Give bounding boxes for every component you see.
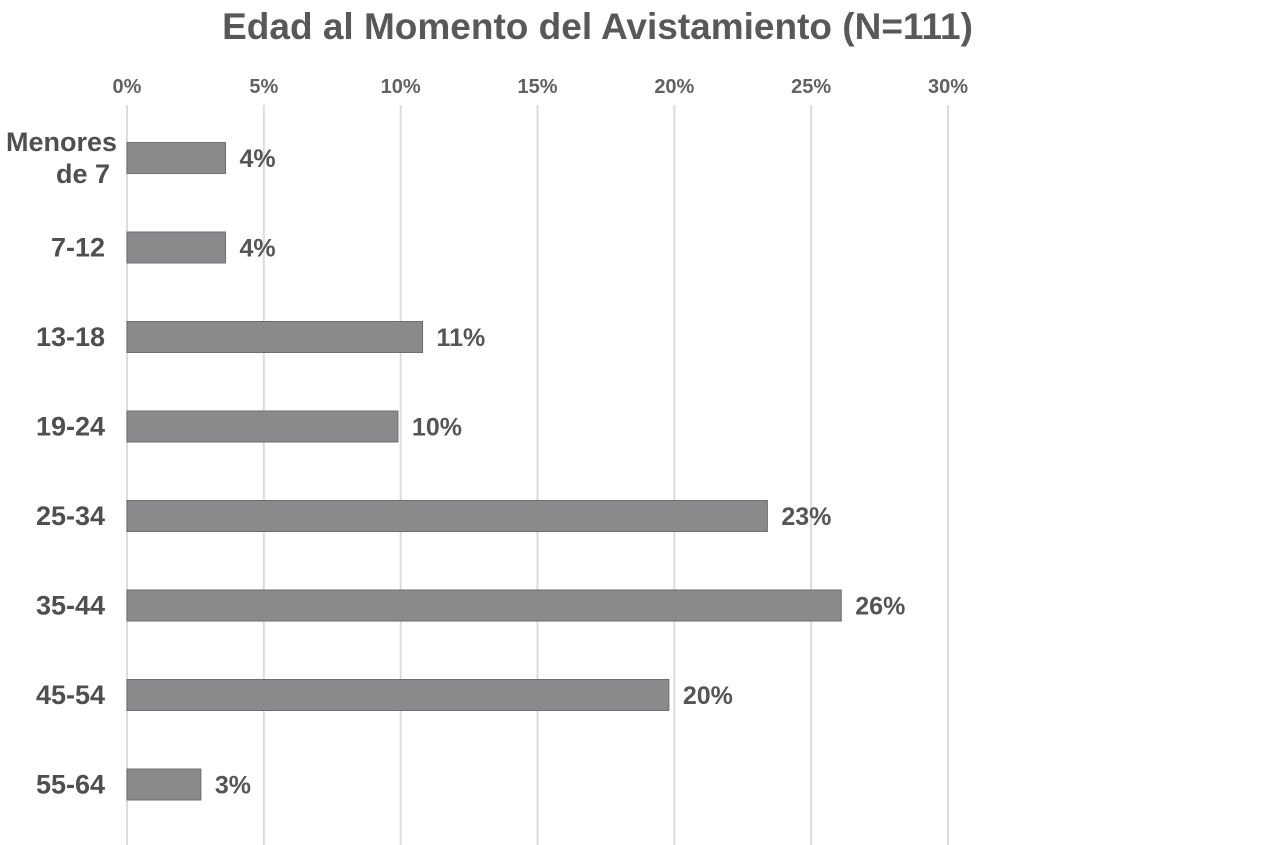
bar-2 <box>126 321 424 353</box>
bars <box>126 142 842 801</box>
chart-title: Edad al Momento del Avistamiento (N=111) <box>222 6 973 47</box>
x-tick-label-0: 0% <box>113 76 142 98</box>
x-tick-label-5: 25% <box>791 76 831 98</box>
category-label-1: 7-12 <box>51 233 105 263</box>
x-tick-label-2: 10% <box>381 76 421 98</box>
category-label-2: 13-18 <box>36 322 105 352</box>
category-label-3: 19-24 <box>36 412 105 442</box>
bar-7 <box>126 768 202 801</box>
value-label-5: 26% <box>855 593 905 621</box>
x-tick-label-3: 15% <box>517 76 557 98</box>
value-label-2: 11% <box>437 324 486 352</box>
category-label-7: 55-64 <box>36 770 105 800</box>
bar-1 <box>126 231 227 264</box>
bar-5 <box>126 589 842 622</box>
value-label-1: 4% <box>240 235 276 263</box>
category-label-4: 25-34 <box>36 501 105 531</box>
category-label-6: 45-54 <box>36 680 105 710</box>
value-label-6: 20% <box>683 682 733 710</box>
value-label-0: 4% <box>240 145 276 173</box>
x-axis-tick-labels: 0% 5% 10% 15% 20% 25% 30% <box>113 76 969 98</box>
category-labels: Menores de 7 7-12 13-18 19-24 25-34 35-44 45-54… <box>6 127 117 800</box>
bar-0 <box>126 142 227 174</box>
bar-6 <box>126 679 670 711</box>
value-label-3: 10% <box>412 414 462 442</box>
value-label-4: 23% <box>781 503 831 531</box>
gridlines <box>126 105 949 845</box>
x-tick-label-6: 30% <box>928 76 968 98</box>
category-label-5: 35-44 <box>36 591 105 621</box>
bar-4 <box>126 500 768 532</box>
value-labels: 4% 4% 11% 10% 23% 26% 20% 3% <box>215 145 905 800</box>
value-label-7: 3% <box>215 772 251 800</box>
x-tick-label-4: 20% <box>654 76 694 98</box>
category-label-0: Menores de 7 <box>6 127 117 189</box>
x-tick-label-1: 5% <box>249 76 278 98</box>
bar-3 <box>126 410 399 443</box>
